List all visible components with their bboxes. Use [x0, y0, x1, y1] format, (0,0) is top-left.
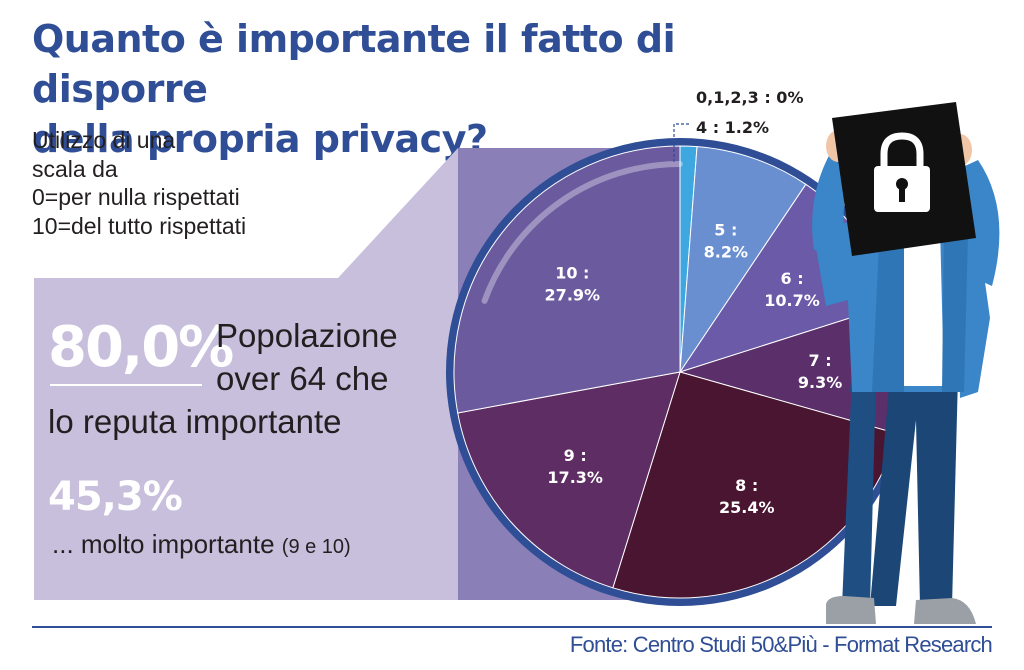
scale-note-line-4: 10=del tutto rispettati: [32, 212, 247, 239]
slice-label-4: 4 : 1.2%: [696, 118, 770, 137]
slice-label-0123: 0,1,2,3 : 0%: [696, 88, 804, 107]
pie-slice-5: [679, 146, 807, 374]
person-leg-left: [842, 376, 876, 606]
scale-note: Utilizzo di una scala da 0=per nulla ris…: [32, 126, 332, 240]
title-line-2: della propria privacy?: [32, 117, 488, 161]
lock-icon: [874, 132, 930, 212]
slice-label-6: 6 :: [780, 269, 803, 288]
chart-title: Quanto è importante il fatto di disporre…: [32, 14, 792, 164]
person-shirt: [896, 226, 944, 386]
highlight-1-line-2: over 64 che: [216, 360, 389, 397]
scale-note-line-1: Utilizzo di una: [32, 127, 176, 153]
pie-gloss: [481, 161, 683, 304]
highlight-description-2: ... molto importante (9 e 10): [52, 528, 351, 563]
slice-label-5: 5 :: [714, 221, 737, 240]
slice-value-10: 27.9%: [545, 285, 601, 304]
person-shoe-left: [826, 596, 876, 624]
slice-value-6: 10.7%: [764, 291, 820, 310]
highlight-2-text: ... molto importante: [52, 529, 275, 559]
highlight-value-2: 45,3%: [48, 474, 183, 520]
highlight-1-line-3: lo reputa importante: [48, 403, 342, 440]
slice-label-9: 9 :: [564, 446, 587, 465]
highlight-description-1: Popolazione over 64 che lo reputa import…: [48, 314, 468, 443]
scale-note-line-2: scala da: [32, 155, 118, 182]
slice-label-8: 8 :: [735, 476, 758, 495]
title-line-1: Quanto è importante il fatto di disporre: [32, 17, 676, 111]
slice-value-7: 9.3%: [798, 373, 842, 392]
slice-label-7: 7 :: [809, 351, 832, 370]
scale-note-line-3: 0=per nulla rispettati: [32, 184, 240, 210]
highlight-underline: [50, 384, 202, 386]
highlight-2-note: (9 e 10): [281, 536, 351, 558]
footer-rule: [32, 626, 992, 628]
highlight-value-1: 80,0%: [48, 315, 234, 380]
highlight-1-line-1: Popolazione: [216, 317, 398, 354]
person-shoe-right: [914, 598, 976, 624]
slice-value-5: 8.2%: [704, 243, 748, 262]
slice-value-9: 17.3%: [547, 468, 603, 487]
slice-label-10: 10 :: [555, 263, 589, 282]
slice-value-8: 25.4%: [719, 498, 775, 517]
pie-slice-9: [457, 371, 681, 589]
person-leg-right: [870, 376, 958, 606]
pie-slice-10: [453, 145, 681, 414]
source-note: Fonte: Centro Studi 50&Più - Format Rese…: [569, 632, 993, 657]
